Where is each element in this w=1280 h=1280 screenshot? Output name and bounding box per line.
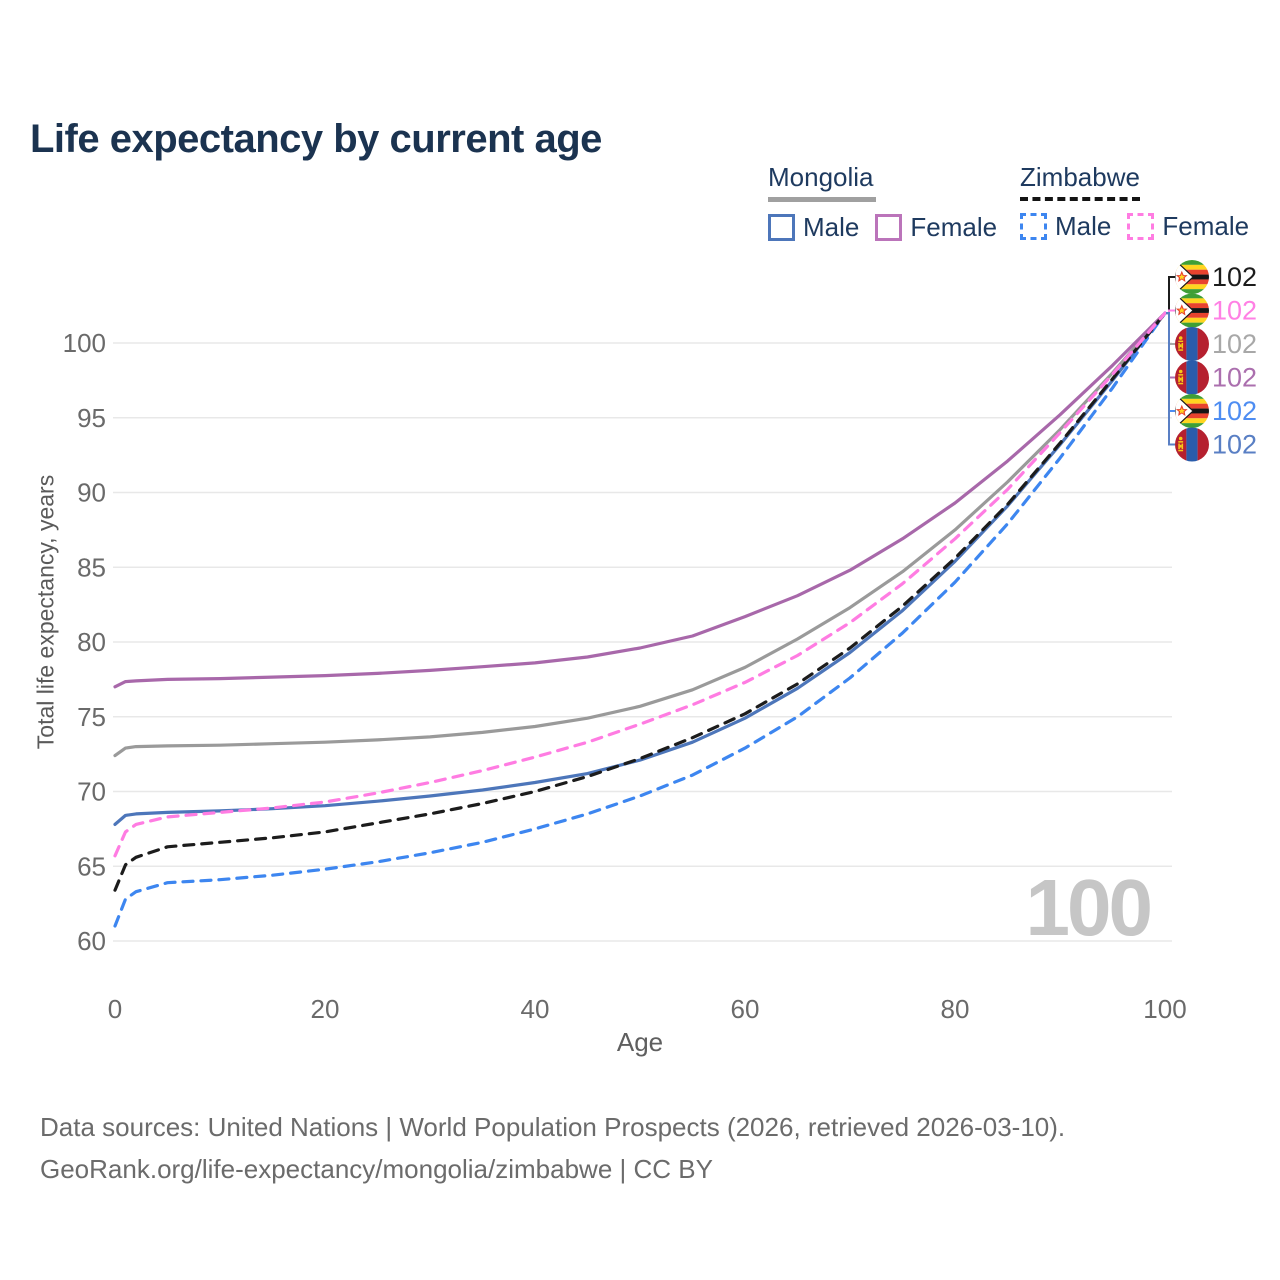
series-lines xyxy=(113,311,1167,928)
end-label-connector xyxy=(1166,312,1175,446)
series-line-mongolia-both xyxy=(113,311,1167,758)
legend-country-name: Mongolia xyxy=(768,162,874,192)
legend-group-zimbabwe: Zimbabwe Male Female xyxy=(1020,162,1249,242)
end-label-value: 102 xyxy=(1212,430,1257,460)
legend-swatch-icon xyxy=(1127,213,1155,240)
y-axis-tick-label: 100 xyxy=(63,328,106,358)
y-axis-tick-label: 60 xyxy=(77,926,106,956)
end-label-value: 102 xyxy=(1212,396,1257,426)
series-line-zimbabwe-female-female xyxy=(113,311,1167,858)
end-label-value: 102 xyxy=(1212,296,1257,326)
x-axis-tick-labels: 0 20 40 60 80 100 xyxy=(108,994,1187,1024)
end-label-connector xyxy=(1166,276,1175,315)
mongolia-flag-icon xyxy=(1175,327,1209,361)
series-line-mongolia-male-male xyxy=(113,311,1167,827)
legend-item-mongolia-female[interactable]: Female xyxy=(875,212,997,243)
legend-swatch-icon xyxy=(875,214,903,241)
y-axis-tick-labels: 60 65 70 75 80 85 90 95 100 xyxy=(63,328,106,956)
y-axis-tick-label: 70 xyxy=(77,777,106,807)
y-axis-title: Total life expectancy, years xyxy=(32,474,59,750)
zimbabwe-flag-icon xyxy=(1175,294,1209,328)
series-line-mongolia-female-female xyxy=(113,311,1167,689)
legend-item-zimbabwe-female[interactable]: Female xyxy=(1127,211,1249,242)
end-label-connectors xyxy=(1166,276,1175,446)
end-label-value: 102 xyxy=(1212,329,1257,359)
zimbabwe-flag-icon xyxy=(1175,394,1209,428)
end-label-connector xyxy=(1166,312,1175,412)
attribution-link-line[interactable]: GeoRank.org/life-expectancy/mongolia/zim… xyxy=(40,1154,713,1184)
current-age-watermark: 100 xyxy=(1025,863,1153,952)
zimbabwe-flag-icon xyxy=(1175,260,1209,294)
x-axis-tick-label: 60 xyxy=(731,994,760,1024)
x-axis-tick-label: 0 xyxy=(108,994,122,1024)
end-label-connector xyxy=(1166,312,1175,345)
y-axis-tick-label: 85 xyxy=(77,552,106,582)
end-label-value: 102 xyxy=(1212,262,1257,292)
y-axis-tick-label: 75 xyxy=(77,702,106,732)
series-line-zimbabwe-male-male xyxy=(113,311,1167,928)
y-axis-tick-label: 95 xyxy=(77,403,106,433)
legend-item-label: Female xyxy=(1162,211,1250,241)
x-axis-tick-label: 100 xyxy=(1143,994,1186,1024)
x-axis-title: Age xyxy=(616,1027,664,1057)
legend-item-label: Female xyxy=(910,212,998,242)
legend-country-line-sample xyxy=(1020,197,1140,201)
x-axis-tick-label: 40 xyxy=(521,994,550,1024)
legend-group-mongolia: Mongolia Male Female xyxy=(768,162,997,243)
x-axis-tick-label: 20 xyxy=(311,994,340,1024)
mongolia-flag-icon xyxy=(1175,428,1209,462)
series-line-zimbabwe-both xyxy=(113,311,1167,892)
legend-item-mongolia-male[interactable]: Male xyxy=(768,212,859,243)
legend-swatch-icon xyxy=(768,214,795,241)
y-axis-tick-label: 90 xyxy=(77,478,106,508)
y-axis-tick-label: 80 xyxy=(77,627,106,657)
y-axis-tick-label: 65 xyxy=(77,851,106,881)
page-title: Life expectancy by current age xyxy=(30,116,602,161)
legend-country-name: Zimbabwe xyxy=(1020,162,1140,192)
end-label-connector xyxy=(1166,312,1175,379)
footer: Data sources: United Nations | World Pop… xyxy=(40,1106,1065,1190)
legend-item-label: Male xyxy=(1055,211,1112,241)
legend-country-line-sample xyxy=(768,197,876,202)
legend-item-label: Male xyxy=(803,212,860,242)
x-axis-tick-label: 80 xyxy=(941,994,970,1024)
legend-item-zimbabwe-male[interactable]: Male xyxy=(1020,211,1111,242)
data-sources-line: Data sources: United Nations | World Pop… xyxy=(40,1112,1066,1142)
legend-swatch-icon xyxy=(1020,213,1047,240)
mongolia-flag-icon xyxy=(1175,361,1209,395)
gridlines xyxy=(113,342,1172,942)
end-label-value: 102 xyxy=(1212,363,1257,393)
